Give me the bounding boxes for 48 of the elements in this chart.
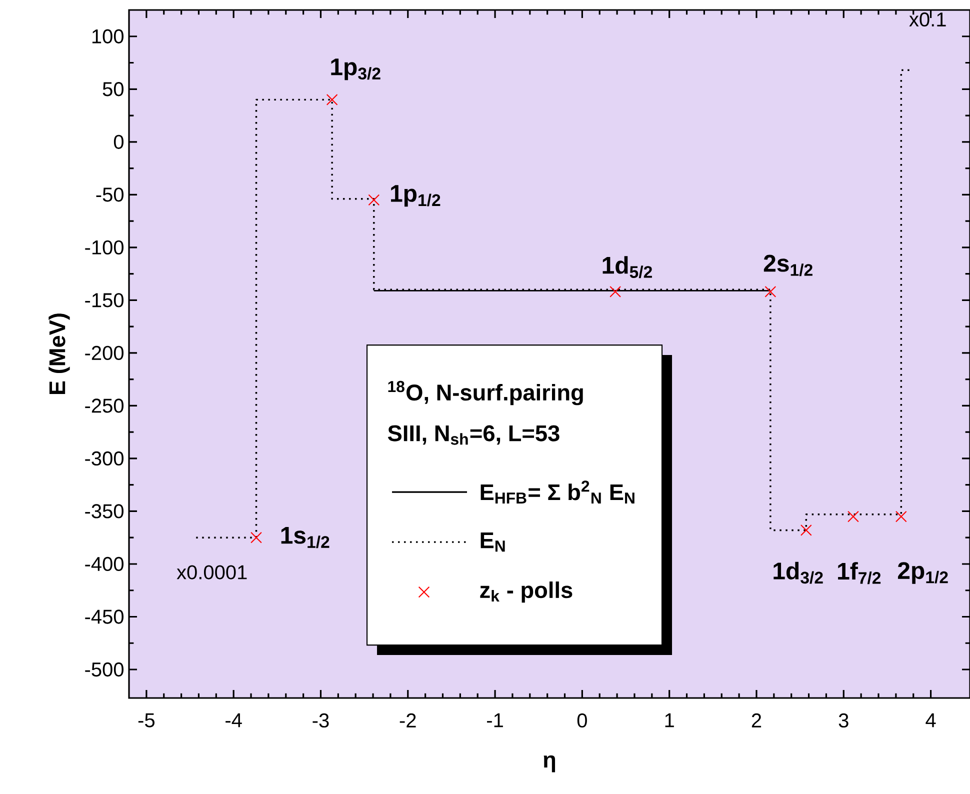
annotation: 1p$_{3/2}$: [331, 58, 380, 80]
y-tick-label: -100: [85, 240, 124, 254]
annotation: 1f$_{7/2}$: [838, 562, 881, 584]
legend-label: E$_{N}$: [480, 532, 505, 552]
y-tick-label: -50: [96, 188, 124, 202]
point: [764, 286, 776, 298]
text: SIII, N$_{sh}$=6, L=53: [388, 425, 560, 445]
text: $^{18}$O, N-surf.pairing: [388, 380, 583, 406]
y-tick-label: -350: [85, 504, 124, 518]
x-tick-label: -4: [226, 713, 242, 728]
y-tick-label: 100: [92, 29, 124, 44]
annotation: x0.1: [909, 12, 946, 27]
x-axis-title: η: [544, 755, 556, 772]
y-tick-label: -250: [85, 398, 124, 413]
y-tick-label: 50: [102, 82, 124, 96]
point: [326, 94, 338, 106]
x-tick-label: -1: [487, 713, 503, 728]
x-tick-label: -3: [312, 713, 329, 728]
legend-label: E$_{HFB}$= Σ b$^{2}$$_{N}$ E$_{N}$: [480, 480, 634, 504]
y-axis-title: E (MeV): [48, 314, 70, 394]
x-tick-label: 3: [838, 713, 848, 728]
y-tick-label: 0: [114, 134, 124, 149]
point: [800, 524, 812, 536]
annotation: 2p$_{1/2}$: [898, 562, 948, 584]
annotation: 2s$_{1/2}$: [764, 254, 812, 276]
point: [848, 510, 859, 522]
x-tick-label: -5: [138, 713, 154, 728]
legend-label: z$_{k}$ - polls: [480, 582, 572, 603]
point: [610, 286, 622, 298]
point: [368, 194, 380, 206]
annotation: x0.0001: [176, 565, 247, 580]
y-tick-label: -150: [85, 293, 124, 308]
x-tick-label: 2: [752, 713, 762, 728]
annotation: 1p$_{1/2}$: [391, 185, 440, 207]
y-tick-label: -200: [85, 346, 124, 360]
x-tick-label: 4: [926, 713, 936, 728]
x-tick-label: -2: [400, 713, 416, 728]
x-tick-label: 1: [665, 713, 674, 728]
annotation: 1d$_{5/2}$: [602, 256, 652, 278]
point: [250, 532, 262, 544]
annotation: 1s$_{1/2}$: [281, 527, 330, 548]
y-tick-label: -400: [85, 556, 124, 572]
y-tick-label: -450: [85, 610, 124, 624]
annotation: 1d$_{3/2}$: [774, 562, 823, 584]
point: [895, 510, 907, 522]
y-tick-label: -300: [85, 451, 124, 466]
y-tick-label: -500: [85, 662, 124, 677]
x-tick-label: 0: [577, 713, 587, 728]
